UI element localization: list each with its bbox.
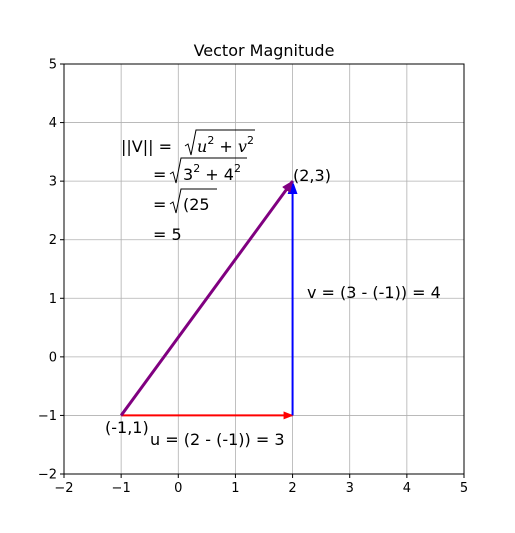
x-tick-label: 1 — [231, 481, 239, 496]
y-tick-label: 3 — [49, 175, 57, 190]
x-tick-label: 4 — [403, 481, 411, 496]
y-tick-label: 1 — [49, 292, 57, 307]
y-tick-label: −2 — [38, 468, 57, 483]
start-point-label: (-1,1) — [105, 418, 149, 437]
y-tick-label: 5 — [49, 58, 57, 73]
formula-radicand-2: 32 + 42 — [183, 162, 241, 184]
y-axis: −2 −1 0 1 2 3 4 5 — [38, 58, 64, 483]
y-tick-label: 2 — [49, 233, 57, 248]
formula-radicand-3: (25 — [183, 195, 210, 214]
x-tick-label: −1 — [112, 481, 131, 496]
x-tick-label: 3 — [346, 481, 354, 496]
formula-line4: = 5 — [153, 225, 182, 244]
x-tick-label: 2 — [288, 481, 296, 496]
y-tick-label: 4 — [49, 116, 57, 131]
formula-line2-prefix: = — [153, 165, 166, 184]
plot-frame — [63, 63, 465, 475]
y-tick-label: 0 — [49, 350, 57, 365]
formula-radicand-1: u2 + v2 — [197, 134, 254, 156]
magnitude-formula: ||V|| = u2 + v2 = 32 + 42 = (25 = 5 — [121, 129, 255, 244]
formula-line3-prefix: = — [153, 195, 166, 214]
y-tick-label: −1 — [38, 409, 57, 424]
chart-title: Vector Magnitude — [194, 41, 335, 60]
u-label: u = (2 - (-1)) = 3 — [150, 430, 285, 449]
x-axis: −2 −1 0 1 2 3 4 5 — [54, 474, 468, 496]
x-tick-label: −2 — [54, 481, 73, 496]
v-label: v = (3 - (-1)) = 4 — [307, 283, 441, 302]
sqrt-sign-2 — [169, 157, 247, 184]
plot-border — [63, 63, 465, 475]
formula-lhs: ||V|| = — [121, 137, 172, 156]
end-point-label: (2,3) — [293, 166, 331, 185]
vector-resultant — [119, 180, 294, 417]
sqrt-sign-1 — [184, 129, 255, 156]
sqrt-sign-3 — [169, 188, 217, 214]
x-tick-label: 5 — [460, 481, 468, 496]
x-tick-label: 0 — [174, 481, 182, 496]
